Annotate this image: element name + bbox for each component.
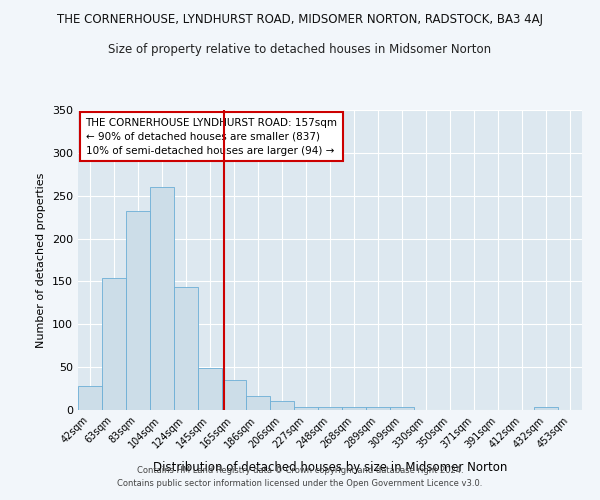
Bar bbox=[342, 406, 366, 410]
X-axis label: Distribution of detached houses by size in Midsomer Norton: Distribution of detached houses by size … bbox=[153, 461, 507, 474]
Bar bbox=[174, 288, 198, 410]
Bar bbox=[198, 368, 222, 410]
Bar bbox=[222, 380, 246, 410]
Bar bbox=[150, 187, 174, 410]
Bar bbox=[294, 406, 318, 410]
Text: Size of property relative to detached houses in Midsomer Norton: Size of property relative to detached ho… bbox=[109, 42, 491, 56]
Bar bbox=[534, 406, 558, 410]
Text: Contains HM Land Registry data © Crown copyright and database right 2024.
Contai: Contains HM Land Registry data © Crown c… bbox=[118, 466, 482, 487]
Bar bbox=[366, 406, 390, 410]
Bar bbox=[126, 211, 150, 410]
Bar bbox=[246, 396, 270, 410]
Text: THE CORNERHOUSE LYNDHURST ROAD: 157sqm
← 90% of detached houses are smaller (837: THE CORNERHOUSE LYNDHURST ROAD: 157sqm ←… bbox=[86, 118, 338, 156]
Text: THE CORNERHOUSE, LYNDHURST ROAD, MIDSOMER NORTON, RADSTOCK, BA3 4AJ: THE CORNERHOUSE, LYNDHURST ROAD, MIDSOME… bbox=[57, 12, 543, 26]
Bar bbox=[270, 402, 294, 410]
Bar bbox=[318, 406, 342, 410]
Bar bbox=[102, 278, 126, 410]
Y-axis label: Number of detached properties: Number of detached properties bbox=[37, 172, 46, 348]
Bar bbox=[390, 406, 414, 410]
Bar bbox=[78, 386, 102, 410]
